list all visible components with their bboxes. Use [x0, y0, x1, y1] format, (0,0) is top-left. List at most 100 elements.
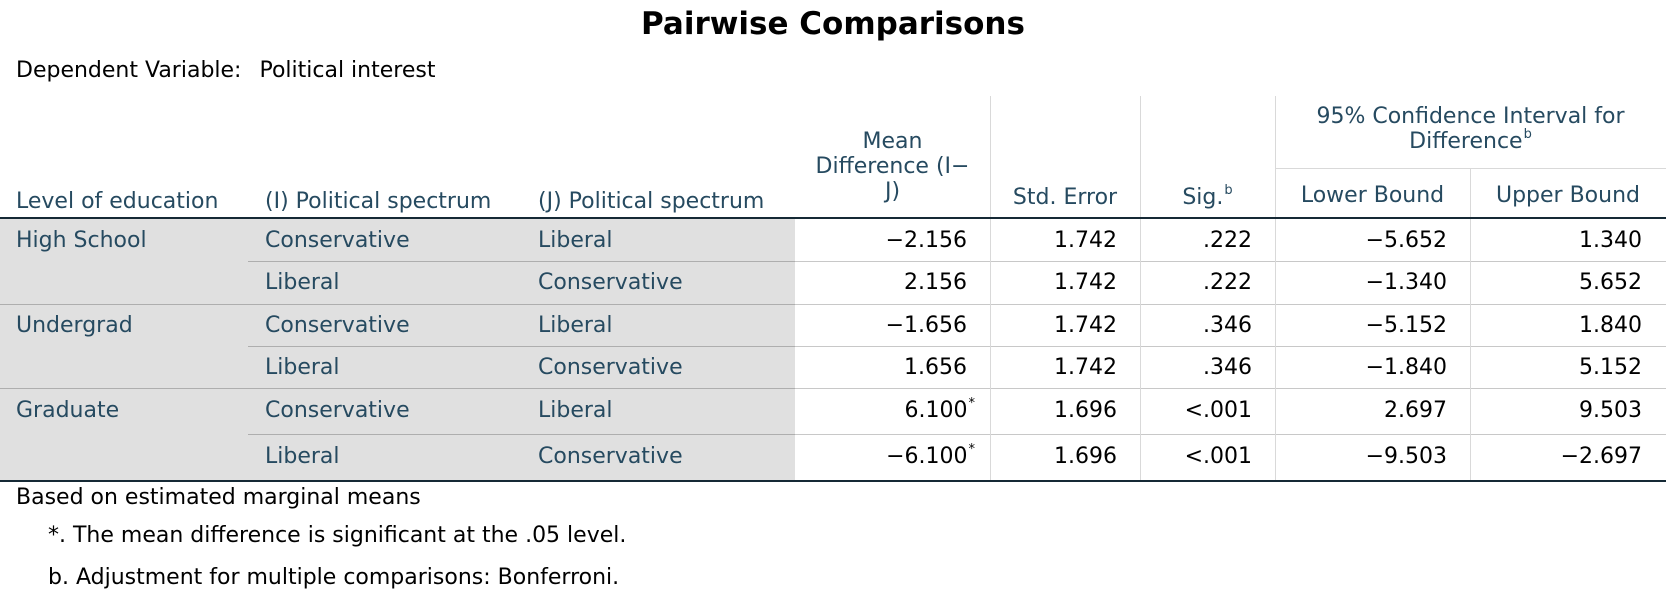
row-upper-bound: 9.503 — [1579, 398, 1642, 423]
row-j-spectrum: Conservative — [538, 444, 683, 469]
row-j-spectrum: Liberal — [538, 398, 613, 423]
row-mean-difference: 2.156 — [795, 270, 968, 299]
footnote-adjustment: b. Adjustment for multiple comparisons: … — [48, 565, 620, 590]
row-i-spectrum: Conservative — [265, 313, 410, 338]
row-mean-difference: −1.656 — [795, 313, 968, 342]
row-j-spectrum: Liberal — [538, 313, 613, 338]
header-confidence-interval: 95% Confidence Interval for Differenceb — [1275, 104, 1666, 157]
header-divider — [1275, 96, 1276, 218]
header-std-error: Std. Error — [1012, 185, 1118, 210]
header-divider — [1470, 168, 1471, 218]
header-mean-difference-line2: Difference (I− — [815, 154, 970, 179]
dependent-variable-value: Political interest — [259, 58, 436, 83]
header-sig: Sig.b — [1140, 183, 1275, 213]
row-separator — [795, 304, 1666, 305]
row-lower-bound: 2.697 — [1384, 398, 1447, 423]
row-level-label: Graduate — [16, 398, 120, 423]
dependent-variable: Dependent Variable: Political interest — [16, 58, 435, 83]
row-upper-bound: 1.340 — [1579, 228, 1642, 253]
header-divider — [990, 96, 991, 218]
dependent-variable-label: Dependent Variable: — [16, 58, 242, 83]
row-upper-bound: −2.697 — [1560, 444, 1642, 469]
header-lower-bound: Lower Bound — [1300, 183, 1445, 208]
header-mean-difference: Mean Difference (I− J) — [795, 129, 990, 204]
mean-footnote: * — [968, 396, 976, 411]
header-sig-label: Sig. — [1182, 185, 1224, 210]
row-separator — [248, 434, 795, 435]
row-lower-bound: −5.652 — [1365, 228, 1447, 253]
row-upper-bound: 1.840 — [1579, 313, 1642, 338]
header-ci-line2: Differenceb — [1275, 127, 1666, 157]
header-i-spectrum: (I) Political spectrum — [265, 189, 492, 214]
row-sig: .222 — [1203, 228, 1252, 253]
ci-header-divider — [1275, 168, 1666, 169]
row-lower-bound: −1.340 — [1365, 270, 1447, 295]
row-sig: <.001 — [1184, 398, 1252, 423]
row-separator — [248, 261, 795, 262]
row-sig: .222 — [1203, 270, 1252, 295]
row-separator — [795, 346, 1666, 347]
body-divider — [990, 219, 991, 480]
row-sig: .346 — [1203, 355, 1252, 380]
mean-value: 6.100 — [904, 398, 968, 423]
body-divider — [1275, 219, 1276, 480]
row-std-error: 1.742 — [1054, 270, 1117, 295]
footnote-based-on: Based on estimated marginal means — [16, 485, 421, 510]
row-separator — [795, 388, 1666, 389]
body-divider — [1140, 219, 1141, 480]
row-std-error: 1.696 — [1054, 444, 1117, 469]
row-level-label: High School — [16, 228, 147, 253]
header-divider — [1140, 96, 1141, 218]
table-title: Pairwise Comparisons — [641, 6, 1025, 42]
row-i-spectrum: Conservative — [265, 228, 410, 253]
row-i-spectrum: Liberal — [265, 270, 340, 295]
table-top-border — [0, 217, 1666, 219]
row-separator — [795, 261, 1666, 262]
row-separator — [248, 346, 795, 347]
mean-value: 2.156 — [904, 270, 967, 295]
mean-value: −6.100 — [886, 444, 968, 469]
row-mean-difference: 1.656 — [795, 355, 968, 384]
row-sig: <.001 — [1184, 444, 1252, 469]
header-mean-difference-line3: J) — [884, 179, 901, 204]
row-lower-bound: −5.152 — [1365, 313, 1447, 338]
row-std-error: 1.742 — [1054, 355, 1117, 380]
header-mean-difference-line1: Mean — [862, 129, 923, 154]
row-mean-difference: −2.156 — [795, 228, 968, 257]
row-std-error: 1.696 — [1054, 398, 1117, 423]
row-separator — [0, 388, 795, 389]
header-ci-line1: 95% Confidence Interval for — [1316, 104, 1625, 129]
mean-footnote: * — [968, 442, 976, 457]
mean-value: 1.656 — [904, 355, 967, 380]
header-ci-footnote: b — [1523, 127, 1532, 142]
body-divider — [1470, 219, 1471, 480]
header-level: Level of education — [16, 189, 219, 214]
row-level-label: Undergrad — [16, 313, 133, 338]
row-std-error: 1.742 — [1054, 228, 1117, 253]
mean-value: −1.656 — [885, 313, 967, 338]
row-lower-bound: −9.503 — [1365, 444, 1447, 469]
header-j-spectrum: (J) Political spectrum — [538, 189, 765, 214]
row-label-pane — [0, 218, 795, 481]
mean-value: −2.156 — [885, 228, 967, 253]
row-separator — [795, 434, 1666, 435]
row-upper-bound: 5.652 — [1579, 270, 1642, 295]
row-i-spectrum: Liberal — [265, 355, 340, 380]
row-i-spectrum: Conservative — [265, 398, 410, 423]
footnote-significance: *. The mean difference is significant at… — [48, 523, 627, 548]
row-lower-bound: −1.840 — [1365, 355, 1447, 380]
row-mean-difference: 6.100* — [795, 396, 976, 427]
header-upper-bound: Upper Bound — [1495, 183, 1640, 208]
table-bottom-border — [0, 480, 1666, 482]
row-mean-difference: −6.100* — [795, 442, 976, 473]
row-i-spectrum: Liberal — [265, 444, 340, 469]
header-ci-line2-text: Difference — [1409, 129, 1523, 154]
row-std-error: 1.742 — [1054, 313, 1117, 338]
row-upper-bound: 5.152 — [1579, 355, 1642, 380]
row-j-spectrum: Liberal — [538, 228, 613, 253]
row-j-spectrum: Conservative — [538, 355, 683, 380]
row-sig: .346 — [1203, 313, 1252, 338]
row-separator — [0, 304, 795, 305]
header-sig-footnote: b — [1224, 183, 1233, 198]
row-j-spectrum: Conservative — [538, 270, 683, 295]
